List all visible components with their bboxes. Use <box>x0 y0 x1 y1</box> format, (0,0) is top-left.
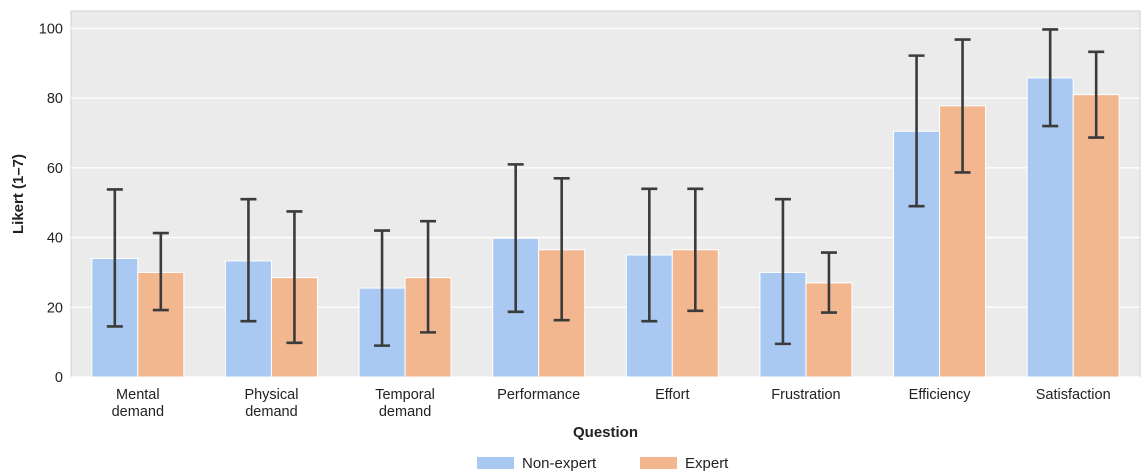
y-tick-label: 80 <box>47 91 63 107</box>
x-tick-label: Frustration <box>771 387 840 403</box>
bar <box>1072 94 1120 378</box>
x-tick-label: Mental demand <box>112 387 164 420</box>
x-tick-label: Satisfaction <box>1036 387 1111 403</box>
y-axis-title: Likert (1–7) <box>10 154 27 234</box>
legend-label: Expert <box>685 455 729 472</box>
error-bars <box>106 28 1105 347</box>
y-tick-label: 60 <box>47 161 63 177</box>
y-tick-label: 100 <box>39 21 63 37</box>
x-tick-label: Temporal demand <box>375 387 435 420</box>
x-axis-title: Question <box>573 424 638 441</box>
bar <box>1026 77 1074 378</box>
y-tick-label: 20 <box>47 300 63 316</box>
legend-label: Non-expert <box>522 455 597 472</box>
legend: Non-expert Expert <box>477 455 729 472</box>
legend-swatch <box>477 457 514 469</box>
x-tick-label: Physical demand <box>244 387 298 420</box>
y-tick-label: 40 <box>47 231 63 247</box>
legend-swatch <box>640 457 677 469</box>
x-tick-label: Effort <box>655 387 689 403</box>
x-axis-ticks: Mental demand Physical demand Temporal demand… <box>112 387 1111 420</box>
y-tick-label: 0 <box>55 370 63 386</box>
x-tick-label: Performance <box>497 387 580 403</box>
x-tick-label: Efficiency <box>909 387 972 403</box>
y-axis-ticks: 0 20 40 60 80 100 <box>39 21 63 386</box>
